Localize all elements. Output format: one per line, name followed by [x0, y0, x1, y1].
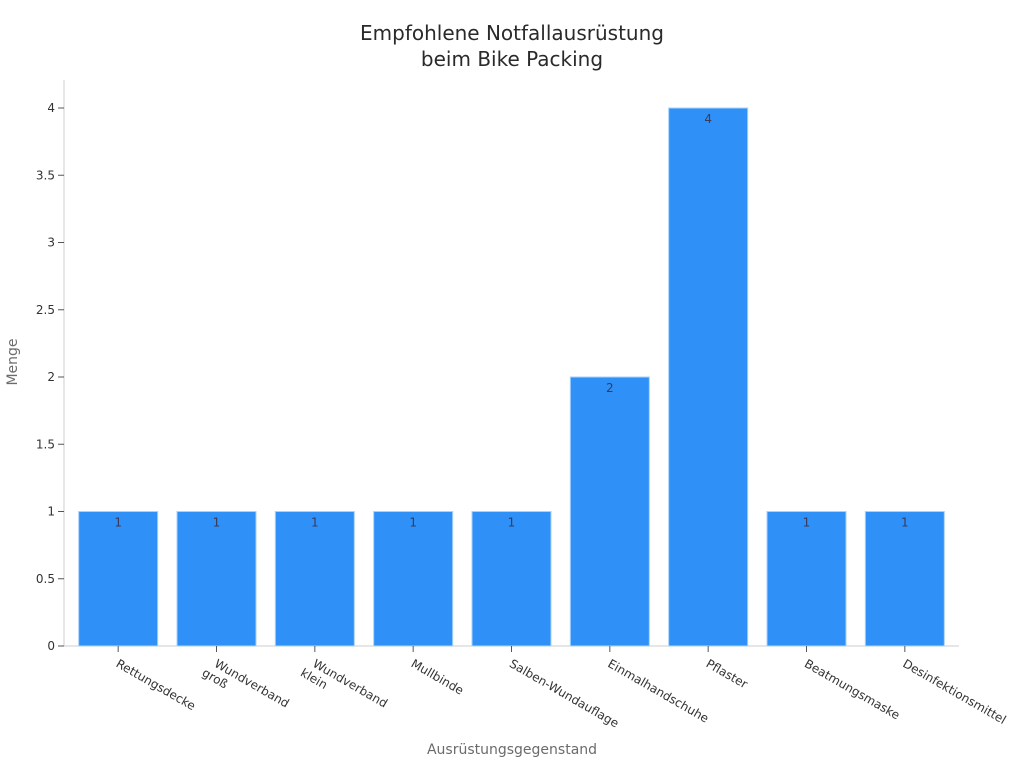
- x-axis-label: Ausrüstungsgegenstand: [426, 742, 598, 758]
- y-tick-label: 2: [47, 370, 55, 384]
- bar[interactable]: [864, 511, 945, 647]
- bar-value-label: 1: [901, 516, 909, 530]
- y-tick-label: 0: [47, 639, 55, 653]
- y-tick-label: 1.5: [36, 437, 55, 451]
- bar[interactable]: [176, 511, 257, 647]
- y-tick-label: 4: [47, 101, 55, 115]
- bar-value-label: 1: [508, 516, 516, 530]
- x-tick-label: Beatmungsmaske: [802, 656, 902, 722]
- bar[interactable]: [471, 511, 552, 647]
- x-tick-label: Einmalhandschuhe: [605, 656, 711, 725]
- bar[interactable]: [668, 107, 749, 647]
- chart-title-line-2: beim Bike Packing: [420, 47, 604, 71]
- bar-value-label: 1: [213, 516, 221, 530]
- bar-value-label: 4: [704, 112, 712, 126]
- bar[interactable]: [766, 511, 847, 647]
- bar-value-label: 1: [114, 516, 122, 530]
- bar-value-label: 1: [803, 516, 811, 530]
- bar[interactable]: [274, 511, 355, 647]
- bar[interactable]: [569, 376, 650, 647]
- y-tick-label: 0.5: [36, 572, 55, 586]
- y-tick-label: 2.5: [36, 303, 55, 317]
- x-tick-label: Mullbinde: [409, 656, 466, 697]
- y-tick-label: 3.5: [36, 168, 55, 182]
- x-tick-label: Salben-Wundauflage: [507, 656, 621, 730]
- bar-value-label: 1: [311, 516, 319, 530]
- x-tick-label: Rettungsdecke: [114, 656, 198, 713]
- x-tick-label: Wundverbandgroß: [200, 653, 292, 722]
- chart-title-line-1: Empfohlene Notfallausrüstung: [360, 21, 664, 45]
- bar-value-label: 2: [606, 381, 614, 395]
- x-tick-label: Desinfektionsmittel: [900, 656, 1008, 727]
- bar[interactable]: [78, 511, 159, 647]
- y-tick-label: 1: [47, 505, 55, 519]
- y-tick-label: 3: [47, 236, 55, 250]
- x-tick-label: Pflaster: [704, 656, 750, 691]
- x-tick-label: Wundverbandklein: [298, 653, 390, 722]
- chart-title: Empfohlene Notfallausrüstung beim Bike P…: [0, 20, 1024, 72]
- bar[interactable]: [373, 511, 454, 647]
- bar-value-label: 1: [409, 516, 417, 530]
